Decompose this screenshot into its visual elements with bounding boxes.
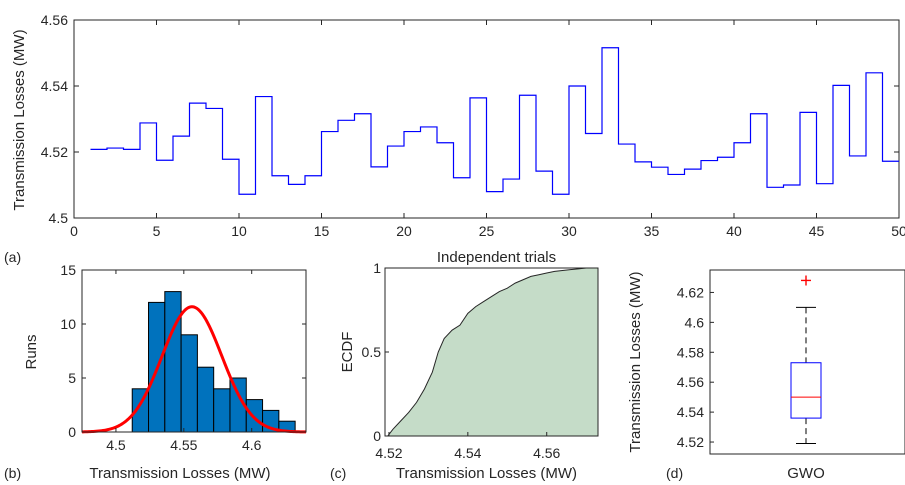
panel-d-category-label: GWO — [787, 465, 825, 482]
panel-c-ticks: 4.52 4.54 4.56 0 0.5 1 — [362, 260, 561, 461]
interquartile-box — [790, 362, 822, 419]
panel-b-bars — [131, 291, 296, 433]
x-tick-label: 4.54 — [454, 445, 481, 461]
panel-b-ticks: 4.5 4.55 4.6 0 5 10 15 — [60, 262, 306, 453]
panel-b-fit-curve — [81, 305, 307, 434]
panel-b-axes-box — [81, 269, 307, 433]
panel-a-label: (a) — [4, 249, 21, 265]
x-tick-label: 20 — [396, 223, 412, 239]
histogram-bar — [180, 334, 198, 433]
panel-b-histogram: 4.5 4.55 4.6 0 5 10 15 Transmission Losses (MW… — [4, 262, 307, 482]
x-tick-label: 4.52 — [375, 445, 402, 461]
panel-c-y-axis-label: ECDF — [339, 332, 356, 373]
x-tick-label: 25 — [479, 223, 495, 239]
x-tick-label: 30 — [561, 223, 577, 239]
y-tick-label: 15 — [60, 262, 76, 278]
x-tick-label: 50 — [891, 223, 905, 239]
y-tick-label: 0 — [68, 424, 76, 440]
y-tick-label: 4.52 — [677, 434, 704, 450]
y-tick-label: 4.62 — [677, 284, 704, 300]
x-tick-label: 5 — [153, 223, 161, 239]
y-tick-label: 4.56 — [41, 12, 68, 28]
panel-a-x-axis-label: Independent trials — [437, 249, 556, 266]
x-tick-label: 0 — [70, 223, 78, 239]
y-tick-label: 4.58 — [677, 344, 704, 360]
panel-c-ecdf: 4.52 4.54 4.56 0 0.5 1 Transmission Losses (M… — [330, 260, 599, 482]
x-tick-label: 4.56 — [533, 445, 560, 461]
y-tick-label: 4.54 — [677, 404, 704, 420]
panel-a-y-axis-label: Transmission Losses (MW) — [11, 29, 28, 210]
panel-d-ticks: 4.52 4.54 4.56 4.58 4.6 4.62 — [677, 284, 714, 450]
panel-b-label: (b) — [4, 465, 21, 481]
histogram-bar — [196, 366, 215, 433]
panel-d-axes-box — [709, 269, 905, 455]
y-tick-label: 5 — [68, 370, 76, 386]
y-tick-label: 4.52 — [41, 144, 68, 160]
y-tick-label: 4.56 — [677, 374, 704, 390]
panel-a-series-line — [90, 47, 899, 195]
y-tick-label: 4.5 — [49, 210, 69, 226]
y-tick-label: 0 — [373, 428, 381, 444]
panel-b-y-axis-label: Runs — [23, 334, 40, 369]
panel-d-label: (d) — [666, 465, 683, 481]
panel-d-y-axis-label: Transmission Losses (MW) — [627, 271, 644, 452]
panel-c-x-axis-label: Transmission Losses (MW) — [396, 465, 577, 482]
x-tick-label: 40 — [726, 223, 742, 239]
x-tick-label: 4.5 — [106, 437, 126, 453]
panel-c-label: (c) — [330, 465, 346, 481]
x-tick-label: 4.55 — [170, 437, 197, 453]
outlier-marker — [801, 275, 811, 286]
x-tick-label: 35 — [644, 223, 660, 239]
y-tick-label: 0.5 — [362, 344, 382, 360]
y-tick-label: 4.54 — [41, 78, 68, 94]
panel-a-ticks: 0 5 10 15 20 25 30 35 40 45 50 4.5 4.52 4.54 4.56 — [41, 12, 905, 239]
panel-d-box-elements — [790, 275, 822, 445]
x-tick-label: 4.6 — [242, 437, 262, 453]
panel-d-boxplot: 4.52 4.54 4.56 4.58 4.6 4.62 GWO Transmission… — [627, 269, 905, 482]
panel-b-x-axis-label: Transmission Losses (MW) — [89, 465, 270, 482]
y-tick-label: 1 — [373, 260, 381, 276]
histogram-bar — [164, 291, 182, 433]
x-tick-label: 45 — [809, 223, 825, 239]
histogram-bar — [213, 388, 231, 433]
x-tick-label: 10 — [231, 223, 247, 239]
panel-a-line-chart: 0 5 10 15 20 25 30 35 40 45 50 4.5 4.52 4.54 4.56 Inde… — [4, 12, 905, 266]
y-tick-label: 10 — [60, 316, 76, 332]
y-tick-label: 4.6 — [685, 314, 705, 330]
x-tick-label: 15 — [314, 223, 330, 239]
panel-c-ecdf-area — [386, 267, 599, 437]
